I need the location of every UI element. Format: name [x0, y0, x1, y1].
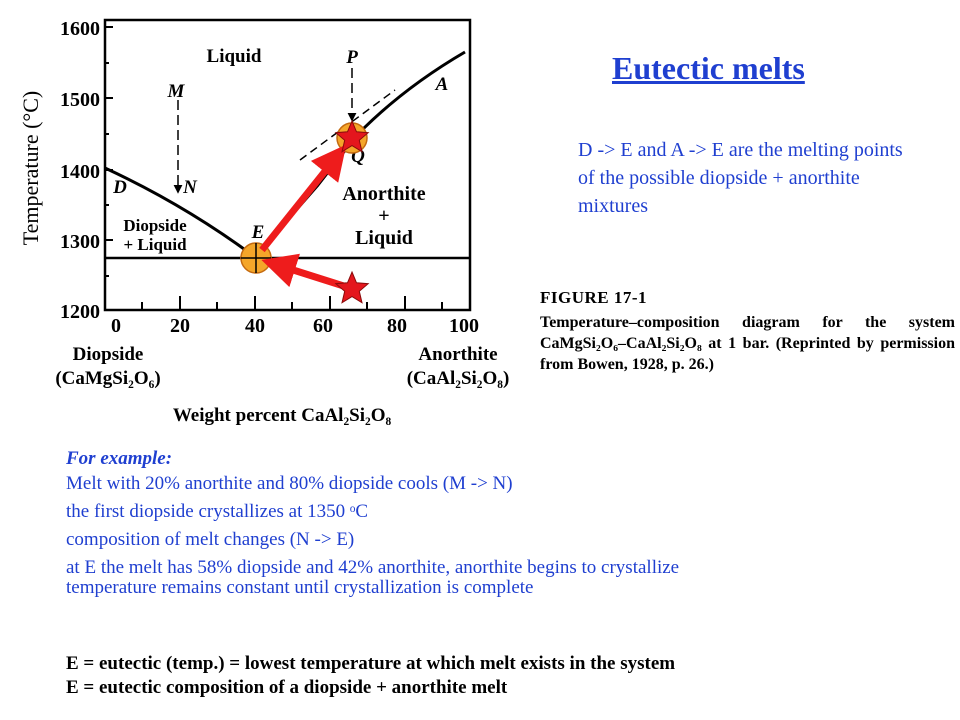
- example-line-3: composition of melt changes (N -> E): [66, 529, 355, 550]
- figure-caption: FIGURE 17-1 Temperature–composition diag…: [540, 288, 955, 375]
- figure-caption-body: Temperature–composition diagram for the …: [540, 314, 955, 373]
- arrow-e-to-q: [259, 144, 347, 253]
- plot-frame: [103, 18, 472, 312]
- endmember-diopside-name: Diopside: [73, 344, 144, 365]
- endmember-anorthite-formula: (CaAl₂Si₂O₈): [407, 368, 510, 389]
- field-anorthite-liquid-1: Anorthite: [342, 183, 425, 205]
- example-line-1: Melt with 20% anorthite and 80% diopside…: [66, 473, 513, 494]
- field-liquid: Liquid: [207, 46, 262, 67]
- x-ticks: [141, 296, 443, 310]
- field-diopside-liquid-1: Diopside: [123, 216, 187, 235]
- point-label-e: E: [251, 222, 265, 243]
- xtick-60: 60: [313, 315, 333, 337]
- point-label-p: P: [345, 47, 358, 68]
- point-label-a: A: [435, 74, 449, 95]
- xtick-0: 0: [111, 315, 121, 337]
- example-lead: For example:: [66, 448, 173, 469]
- definition-eutectic-temperature: E = eutectic (temp.) = lowest temperatur…: [66, 653, 676, 674]
- example-line-5: temperature remains constant until cryst…: [66, 577, 534, 598]
- liquidus-diopside: [104, 166, 256, 259]
- xtick-20: 20: [170, 315, 190, 337]
- xtick-40: 40: [245, 315, 265, 337]
- page-title: Eutectic melts: [612, 50, 805, 86]
- ytick-1200: 1200: [60, 301, 100, 323]
- figure-caption-heading: FIGURE 17-1: [540, 288, 648, 307]
- field-diopside-liquid-2: + Liquid: [123, 235, 187, 254]
- point-label-d: D: [112, 177, 127, 198]
- phase-diagram: 1600 1500 1400 1300 1200 Temperature (°C…: [18, 18, 510, 426]
- ytick-1500: 1500: [60, 89, 100, 111]
- field-anorthite-liquid-2: +: [378, 205, 389, 227]
- ytick-1300: 1300: [60, 231, 100, 253]
- field-anorthite-liquid-3: Liquid: [355, 227, 413, 249]
- star-q: [334, 119, 370, 153]
- y-axis-label: Temperature (°C): [18, 91, 43, 245]
- melting-note: D -> E and A -> E are the melting points…: [578, 139, 903, 217]
- definitions-block: E = eutectic (temp.) = lowest temperatur…: [66, 652, 956, 700]
- xtick-100: 100: [449, 315, 479, 337]
- endmember-diopside-formula: (CaMgSi₂O₆): [55, 368, 160, 389]
- xtick-80: 80: [387, 315, 407, 337]
- star-bottom: [334, 270, 370, 304]
- ytick-1400: 1400: [60, 161, 100, 183]
- definition-eutectic-composition: E = eutectic composition of a diopside +…: [66, 677, 508, 698]
- endmember-anorthite-name: Anorthite: [418, 344, 497, 365]
- ytick-1600: 1600: [60, 18, 100, 40]
- example-line-4: at E the melt has 58% diopside and 42% a…: [66, 557, 680, 578]
- example-line-2: the first diopside crystallizes at 1350 …: [66, 501, 369, 522]
- point-label-n: N: [182, 177, 198, 198]
- example-block: For example: Melt with 20% anorthite and…: [66, 448, 946, 598]
- point-label-m: M: [167, 81, 186, 102]
- x-axis-label: Weight percent CaAl₂Si₂O₈: [173, 405, 392, 426]
